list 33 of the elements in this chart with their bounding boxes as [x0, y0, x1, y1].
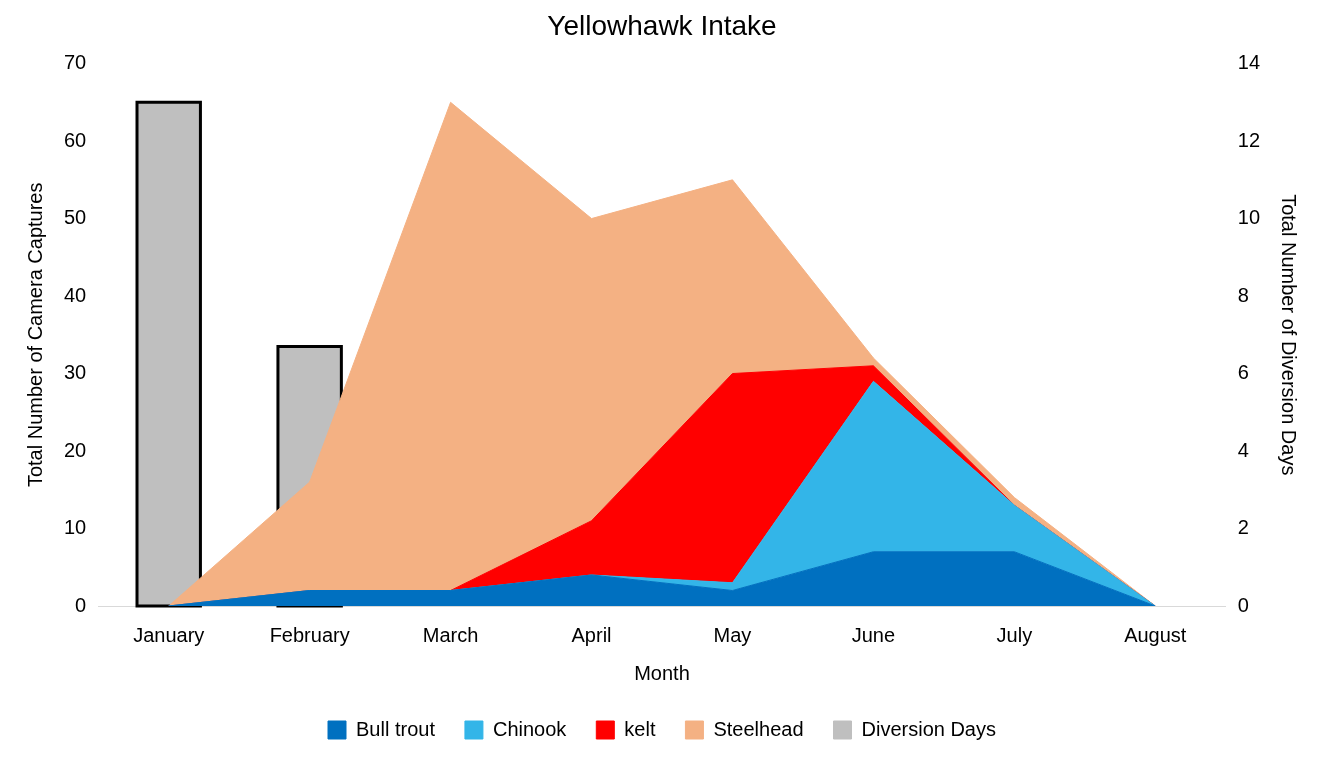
legend-label: kelt [624, 717, 656, 740]
legend-label: Bull trout [356, 717, 436, 740]
y2-tick-label: 10 [1237, 206, 1260, 229]
chart-title: Yellowhawk Intake [547, 9, 777, 41]
x-tick-label: January [133, 623, 205, 646]
legend-label: Diversion Days [861, 717, 996, 740]
legend-label: Chinook [492, 717, 568, 740]
x-tick-label: August [1124, 623, 1187, 646]
x-tick-label: March [422, 623, 479, 646]
x-axis-title: Month [634, 661, 690, 684]
y2-tick-label: 14 [1237, 51, 1260, 74]
x-tick-label: May [713, 623, 752, 646]
y-tick-label: 40 [64, 283, 87, 306]
y-tick-label: 30 [64, 361, 87, 384]
y-tick-label: 60 [64, 128, 87, 151]
y-tick-label: 70 [64, 51, 87, 74]
y2-tick-label: 4 [1237, 438, 1249, 461]
y-tick-label: 50 [64, 206, 87, 229]
y2-tick-label: 2 [1237, 516, 1249, 539]
y2-axis-title: Total Number of Diversion Days [1278, 194, 1301, 476]
y2-tick-label: 8 [1237, 283, 1249, 306]
x-tick-label: June [851, 623, 896, 646]
y-tick-label: 10 [64, 516, 87, 539]
x-tick-label: February [269, 623, 350, 646]
x-tick-label: April [571, 623, 612, 646]
y2-tick-label: 0 [1237, 593, 1249, 616]
y-tick-label: 0 [75, 593, 87, 616]
y-axis-title: Total Number of Camera Captures [23, 182, 46, 488]
y2-tick-label: 12 [1237, 128, 1260, 151]
legend-label: Steelhead [713, 717, 804, 740]
x-tick-label: July [996, 623, 1033, 646]
y2-tick-label: 6 [1237, 361, 1249, 384]
y-tick-label: 20 [64, 438, 87, 461]
